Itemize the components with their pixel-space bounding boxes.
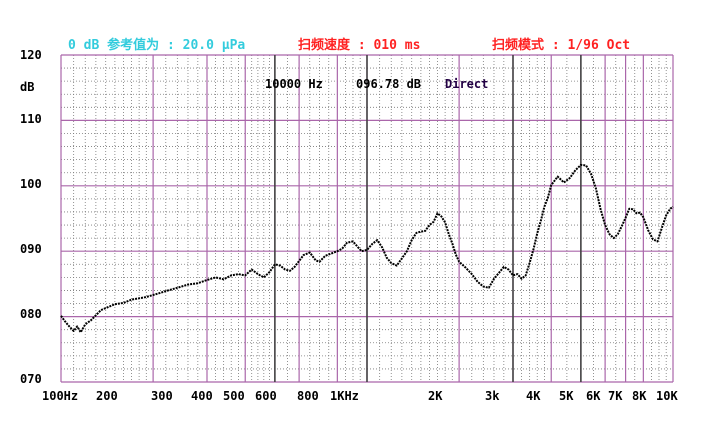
x-tick-label: 800 [297, 389, 319, 403]
measurement-mode-readout: Direct [445, 77, 489, 91]
y-tick-label: 070 [20, 372, 42, 386]
x-tick-label: 7K [608, 389, 623, 403]
x-tick-label: 600 [255, 389, 277, 403]
y-tick-label: 090 [20, 242, 42, 256]
cursor-frequency-readout: 10000 Hz [265, 77, 323, 91]
x-tick-label: 4K [526, 389, 541, 403]
x-tick-label: 1KHz [330, 389, 359, 403]
x-tick-label: 500 [223, 389, 245, 403]
x-tick-label: 3k [485, 389, 500, 403]
y-tick-label: 120 [20, 48, 42, 62]
sweep-mode-label: 扫频模式 : 1/96 Oct [492, 38, 631, 53]
x-tick-label: 2K [428, 389, 443, 403]
x-tick-label: 5K [559, 389, 574, 403]
cursor-level-readout: 096.78 dB [356, 77, 422, 91]
x-tick-label: 200 [96, 389, 118, 403]
x-tick-label: 10K [656, 389, 678, 403]
x-tick-label: 400 [191, 389, 213, 403]
y-tick-label: 080 [20, 307, 42, 321]
x-tick-label: 8K [632, 389, 647, 403]
y-axis-unit-label: dB [20, 80, 35, 94]
x-tick-label: 6K [586, 389, 601, 403]
reference-level-label: 0 dB 参考值为 : 20.0 μPa [68, 38, 246, 53]
x-tick-label: 100Hz [42, 389, 79, 403]
major-grid [60, 54, 674, 383]
y-tick-label: 100 [20, 177, 42, 191]
x-tick-label: 300 [151, 389, 173, 403]
sweep-speed-label: 扫频速度 : 010 ms [298, 38, 421, 53]
response-trace [60, 163, 674, 334]
y-tick-label: 110 [20, 112, 42, 126]
response-line [60, 163, 674, 334]
